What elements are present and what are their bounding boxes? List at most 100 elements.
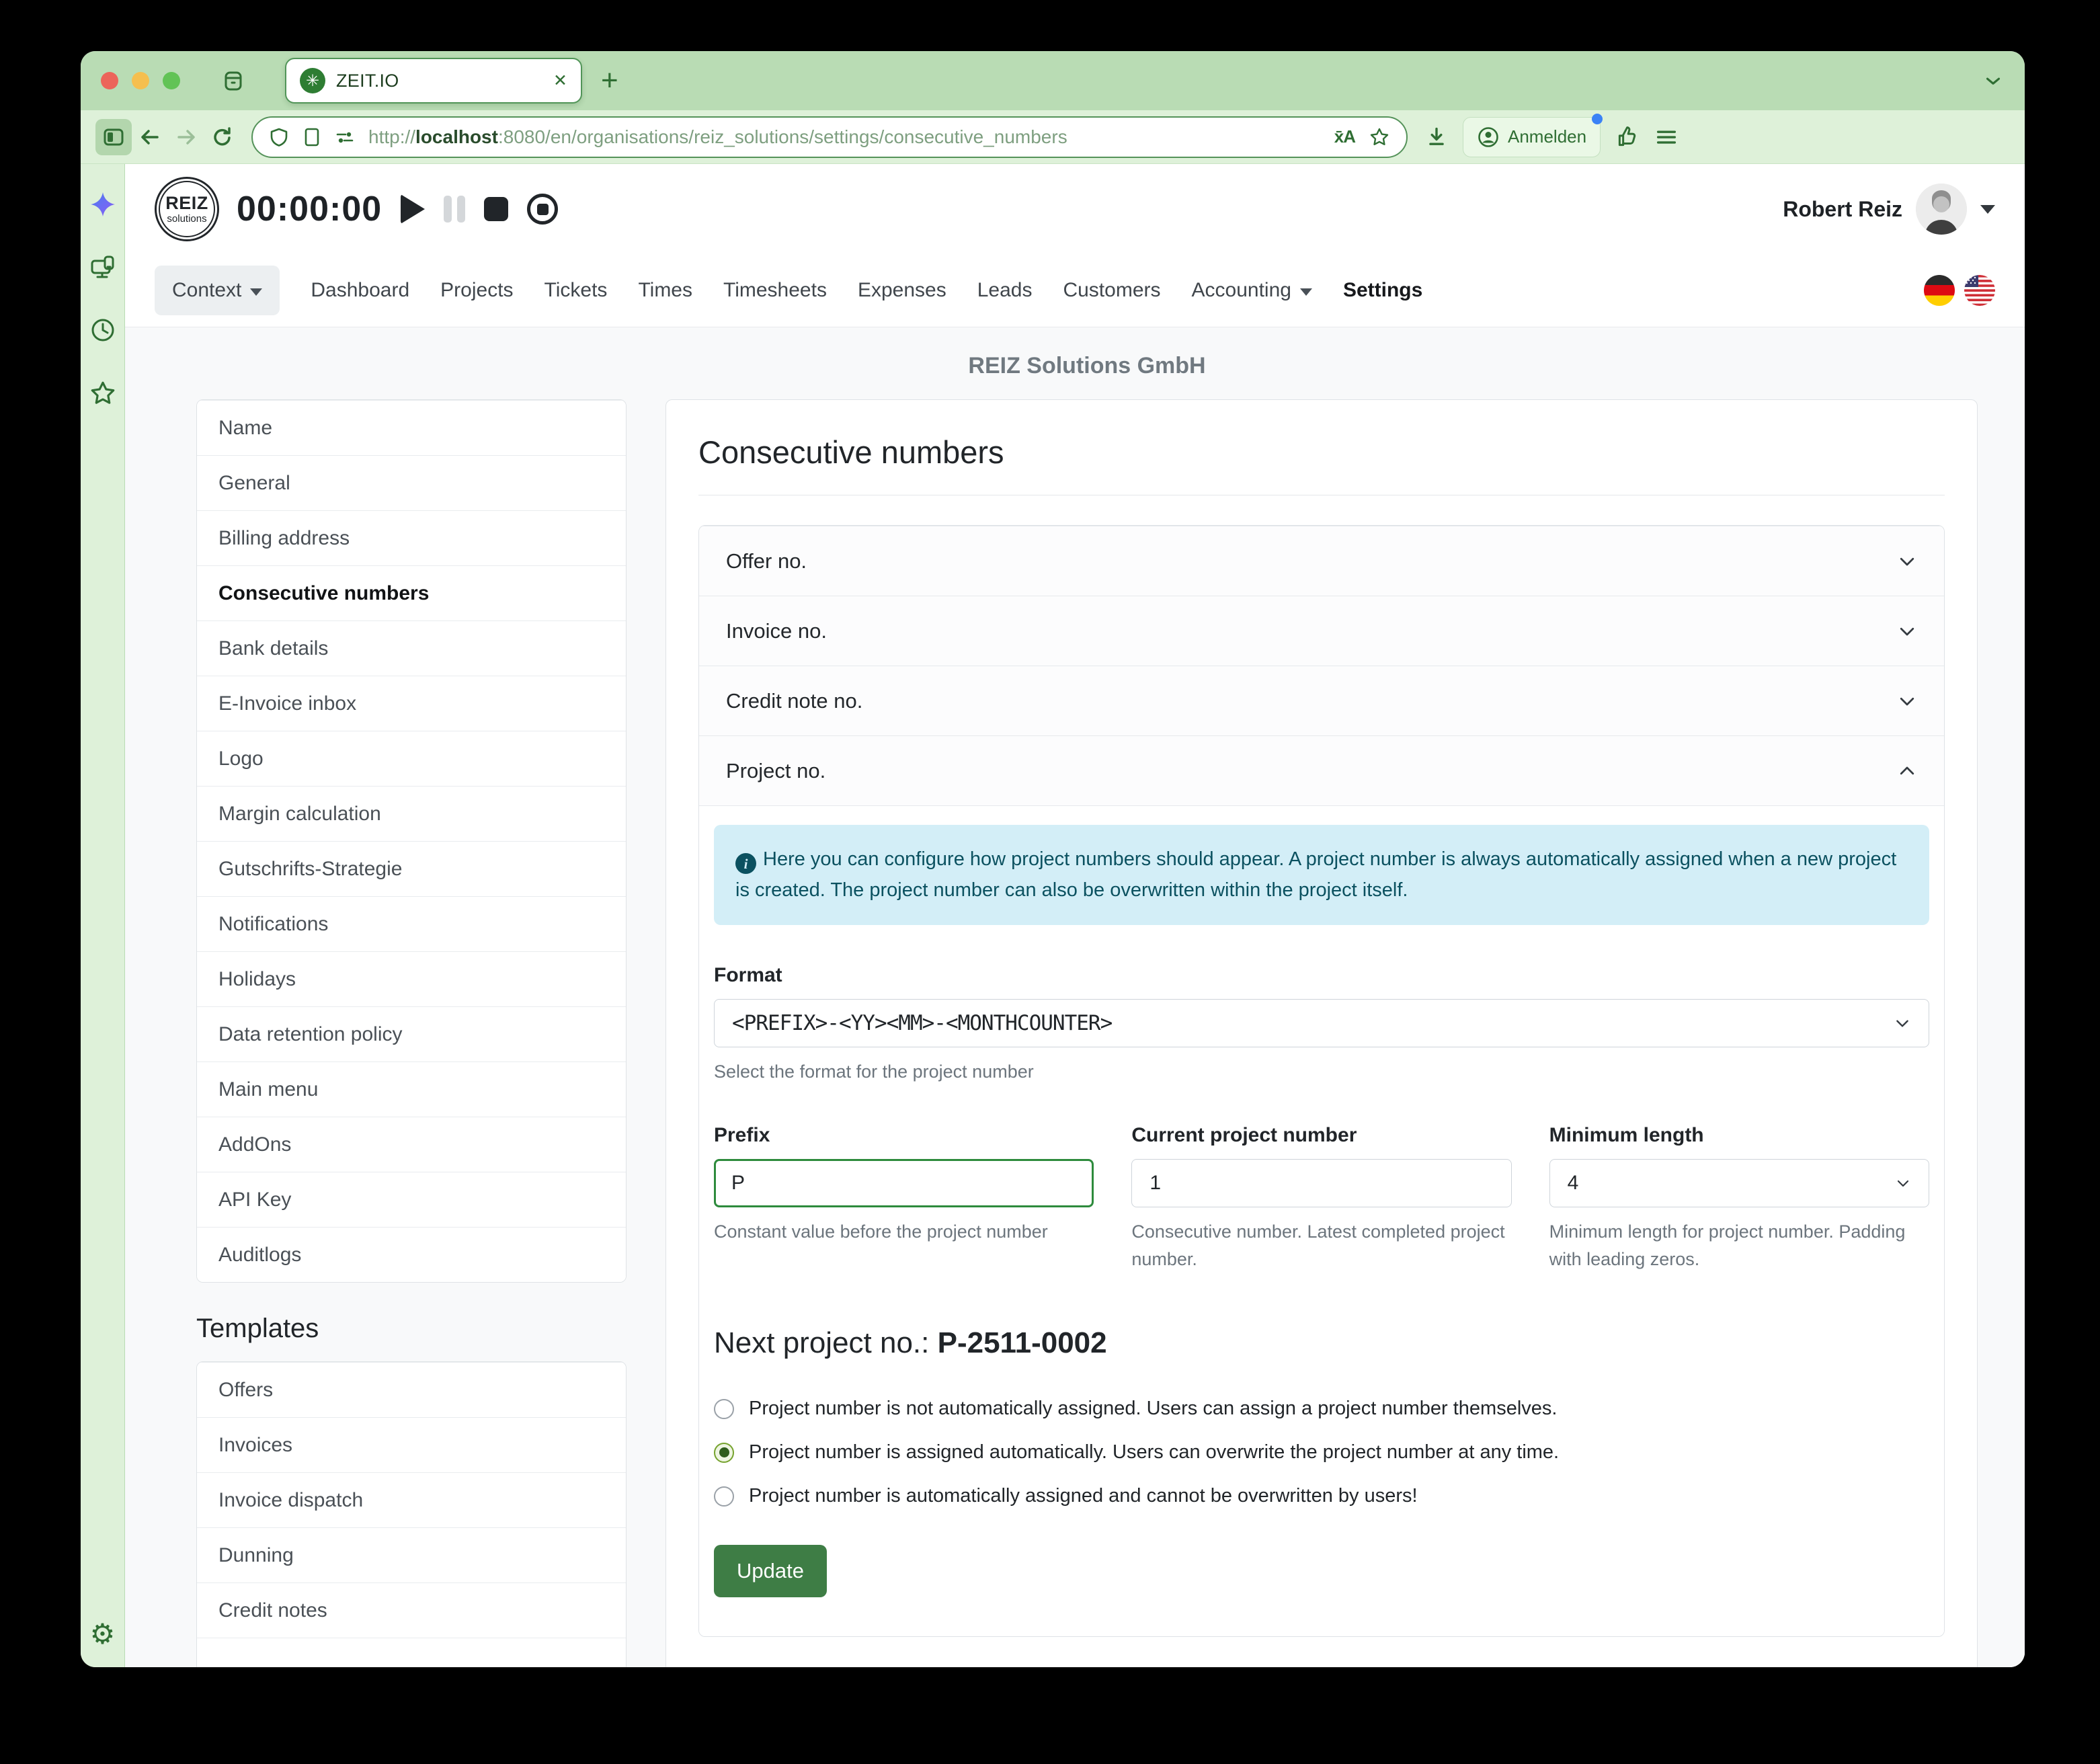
tab-list-chevron-icon[interactable] — [1982, 69, 2005, 92]
ai-chat-icon[interactable] — [89, 191, 116, 218]
pause-icon[interactable] — [444, 196, 466, 223]
format-select[interactable]: <PREFIX>-<YY><MM>-<MONTHCOUNTER> — [714, 998, 1929, 1047]
avatar[interactable] — [1916, 184, 1967, 235]
nav-item[interactable]: Leads — [977, 279, 1033, 301]
sidebar-item[interactable]: Holidays — [197, 951, 626, 1006]
next-project-number-value: P-2511-0002 — [937, 1326, 1107, 1360]
sidebar-toggle-button[interactable] — [95, 118, 132, 155]
radio-icon[interactable] — [714, 1442, 734, 1463]
radio-icon[interactable] — [714, 1398, 734, 1419]
nav-item[interactable]: Dashboard — [311, 279, 410, 301]
bookmarks-star-icon[interactable] — [89, 379, 117, 407]
close-window-button[interactable] — [101, 72, 118, 89]
back-button[interactable] — [132, 119, 168, 155]
nav-item[interactable]: Accounting — [1192, 279, 1312, 302]
sidebar-item[interactable]: E-Invoice inbox — [197, 676, 626, 731]
assignment-radio-group: Project number is not automatically assi… — [714, 1398, 1929, 1507]
project-number-panel: i Here you can configure how project numb… — [699, 805, 1944, 1637]
accordion-header[interactable]: Credit note no. — [699, 666, 1944, 735]
sidebar-item[interactable]: API Key — [197, 1172, 626, 1227]
sidebar-item[interactable]: Auditlogs — [197, 1227, 626, 1282]
sidebar-item[interactable]: Offers — [197, 1362, 626, 1417]
shield-icon[interactable] — [269, 127, 289, 147]
user-menu[interactable]: Robert Reiz — [1783, 184, 1995, 235]
settings-gear-icon[interactable]: ⚙ — [89, 1617, 116, 1650]
sidebar-item[interactable]: Notifications — [197, 896, 626, 951]
organisation-title: REIZ Solutions GmbH — [968, 353, 1206, 378]
sidebar-item[interactable]: Invoice dispatch — [197, 1472, 626, 1527]
info-icon: i — [735, 853, 756, 874]
tab-close-icon[interactable]: ✕ — [553, 71, 567, 90]
zeit-favicon-icon: ✳ — [300, 68, 325, 93]
accordion-header-project[interactable]: Project no. — [699, 735, 1944, 805]
sidebar-item[interactable]: Dunning — [197, 1527, 626, 1582]
nav-item[interactable]: Customers — [1063, 279, 1161, 301]
account-login-button[interactable]: Anmelden — [1463, 113, 1603, 157]
history-clock-icon[interactable] — [89, 316, 117, 344]
prefix-input[interactable]: P — [714, 1158, 1094, 1207]
radio-option[interactable]: Project number is automatically assigned… — [714, 1485, 1929, 1507]
nav-item[interactable]: Projects — [440, 279, 514, 301]
reload-button[interactable] — [204, 119, 241, 155]
stop-record-icon[interactable] — [527, 194, 559, 225]
us-flag-icon[interactable] — [1964, 275, 1995, 306]
sidebar-item[interactable]: Main menu — [197, 1061, 626, 1117]
url-text[interactable]: http://localhost:8080/en/organisations/r… — [368, 126, 1067, 147]
translate-icon[interactable]: x̄A — [1334, 126, 1356, 147]
bookmark-star-icon[interactable] — [1369, 126, 1390, 148]
play-icon[interactable] — [401, 194, 426, 224]
sidebar-item[interactable]: Name — [197, 400, 626, 455]
update-button[interactable]: Update — [714, 1545, 827, 1598]
permissions-icon[interactable] — [335, 127, 355, 147]
sidebar-item[interactable]: Logo — [197, 731, 626, 786]
sidebar-item[interactable]: Margin calculation — [197, 786, 626, 841]
nav-item[interactable]: Context — [155, 266, 280, 315]
accordion-header[interactable]: Offer no. — [699, 526, 1944, 596]
url-bar[interactable]: http://localhost:8080/en/organisations/r… — [251, 116, 1408, 158]
sidebar-item[interactable]: Billing address — [197, 510, 626, 565]
page-info-icon[interactable] — [302, 127, 321, 147]
format-help: Select the format for the project number — [714, 1061, 1034, 1082]
chevron-down-icon — [1897, 621, 1917, 641]
nav-item[interactable]: Times — [638, 279, 692, 301]
info-alert: i Here you can configure how project numb… — [714, 825, 1929, 925]
extensions-icon[interactable] — [1615, 125, 1640, 149]
tab-title: ZEIT.IO — [336, 70, 399, 91]
sidebar-item[interactable]: Data retention policy — [197, 1006, 626, 1061]
forward-button[interactable] — [168, 119, 204, 155]
nav-item[interactable]: Timesheets — [723, 279, 827, 301]
firefox-view-icon[interactable] — [220, 68, 246, 93]
window-controls — [101, 72, 180, 89]
german-flag-icon[interactable] — [1924, 275, 1955, 306]
stop-icon[interactable] — [484, 197, 509, 221]
collapsed-accordions: Offer no. Invoice no. — [699, 526, 1944, 735]
sidebar-item[interactable]: Bank details — [197, 620, 626, 676]
sidebar-item[interactable]: AddOns — [197, 1117, 626, 1172]
radio-icon[interactable] — [714, 1486, 734, 1507]
sidebar-item[interactable]: General — [197, 455, 626, 510]
menu-hamburger-icon[interactable] — [1654, 125, 1679, 149]
user-name: Robert Reiz — [1783, 196, 1902, 221]
radio-option[interactable]: Project number is assigned automatically… — [714, 1441, 1929, 1464]
accordion-header[interactable]: Invoice no. — [699, 596, 1944, 666]
chevron-down-icon — [250, 288, 263, 296]
nav-item[interactable]: Tickets — [544, 279, 608, 301]
chevron-down-icon — [1980, 204, 1995, 214]
maximize-window-button[interactable] — [163, 72, 180, 89]
radio-option[interactable]: Project number is not automatically assi… — [714, 1398, 1929, 1420]
minimize-window-button[interactable] — [132, 72, 149, 89]
synced-tabs-icon[interactable] — [89, 253, 117, 281]
page-title: Consecutive numbers — [698, 434, 1004, 470]
minimum-length-select[interactable]: 4 — [1549, 1158, 1929, 1207]
templates-heading: Templates — [196, 1314, 319, 1343]
sidebar-item[interactable]: Invoices — [197, 1417, 626, 1472]
account-person-icon — [1477, 126, 1500, 149]
sidebar-item[interactable]: Consecutive numbers — [197, 565, 626, 620]
browser-tab[interactable]: ✳ ZEIT.IO ✕ — [285, 58, 582, 104]
sidebar-item[interactable]: Gutschrifts-Strategie — [197, 841, 626, 896]
nav-item[interactable]: Settings — [1342, 279, 1423, 301]
sidebar-item[interactable]: Credit notes — [197, 1582, 626, 1638]
nav-item[interactable]: Expenses — [857, 279, 946, 301]
current-number-input[interactable]: 1 — [1131, 1158, 1512, 1207]
download-icon[interactable] — [1425, 126, 1448, 149]
